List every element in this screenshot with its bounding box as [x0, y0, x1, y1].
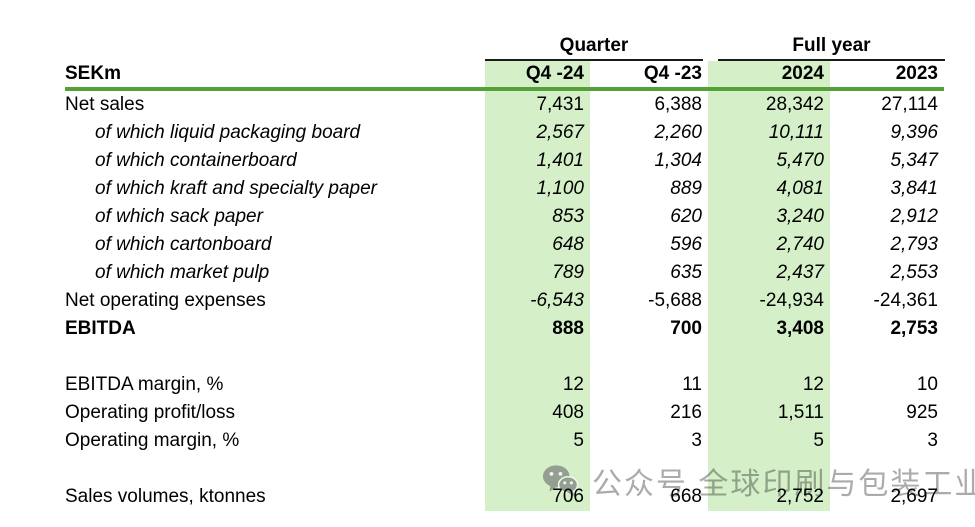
- cell-2024: 5: [813, 430, 824, 451]
- group-header-quarter: Quarter: [559, 35, 629, 56]
- cell-2023: 2,553: [890, 262, 938, 283]
- cell-q4-24: 789: [552, 262, 584, 283]
- cell-q4-23: 6,388: [654, 94, 702, 115]
- table-row-net-sales: Net sales 7,431 6,388 28,342 27,114: [65, 91, 944, 119]
- cell-q4-23: 668: [670, 486, 702, 507]
- wechat-icon: [542, 465, 579, 497]
- row-label: EBITDA margin, %: [65, 374, 224, 395]
- column-header-row: SEKm Q4 -24 Q4 -23 2024 2023: [65, 60, 944, 87]
- cell-q4-23: 2,260: [654, 122, 702, 143]
- cell-q4-24: 1,401: [536, 150, 584, 171]
- cell-2023: 2,697: [890, 486, 938, 507]
- cell-2024: 3,408: [776, 318, 824, 339]
- cell-q4-23: 700: [670, 318, 702, 339]
- row-label: Operating margin, %: [65, 430, 240, 451]
- cell-2023: 3: [927, 430, 938, 451]
- table-row-net-operating-expenses: Net operating expenses -6,543 -5,688 -24…: [65, 287, 944, 315]
- cell-2024: -24,934: [759, 290, 824, 311]
- row-label: Sales volumes, ktonnes: [65, 486, 266, 507]
- table-row-sales-volumes: Sales volumes, ktonnes 706 668 2,752 2,6…: [65, 483, 944, 511]
- row-label: of which sack paper: [95, 206, 263, 227]
- cell-2024: 2,740: [776, 234, 824, 255]
- table-row-ebitda-margin: EBITDA margin, % 12 11 12 10: [65, 371, 944, 399]
- column-header-q4-24: Q4 -24: [525, 63, 584, 84]
- row-label: of which market pulp: [95, 262, 270, 283]
- quarter-underline: [485, 59, 703, 61]
- table-row-operating-profit-loss: Operating profit/loss 408 216 1,511 925: [65, 399, 944, 427]
- cell-q4-23: 11: [682, 374, 702, 395]
- cell-2023: 2,793: [890, 234, 938, 255]
- header-rule: [65, 87, 944, 91]
- cell-q4-24: 853: [552, 206, 584, 227]
- cell-q4-23: 635: [670, 262, 702, 283]
- cell-2024: 3,240: [776, 206, 824, 227]
- cell-2024: 5,470: [776, 150, 824, 171]
- group-header-full-year: Full year: [792, 35, 871, 56]
- cell-q4-24: 5: [573, 430, 584, 451]
- cell-2023: 9,396: [890, 122, 938, 143]
- cell-q4-24: 648: [552, 234, 584, 255]
- row-label: of which containerboard: [95, 150, 297, 171]
- cell-2023: 925: [906, 402, 938, 423]
- cell-2024: 10,111: [768, 122, 824, 143]
- cell-2024: 2,437: [776, 262, 824, 283]
- row-label: EBITDA: [65, 318, 136, 339]
- cell-2023: 10: [916, 374, 938, 395]
- row-label: Operating profit/loss: [65, 402, 236, 423]
- column-header-2024: 2024: [781, 63, 824, 84]
- column-header-q4-23: Q4 -23: [643, 63, 702, 84]
- row-label: of which cartonboard: [95, 234, 272, 255]
- cell-q4-23: 620: [670, 206, 702, 227]
- unit-label: SEKm: [65, 63, 121, 84]
- cell-2023: -24,361: [873, 290, 938, 311]
- cell-2024: 2,752: [776, 486, 824, 507]
- highlight-column-q4-24: [485, 61, 590, 511]
- row-label: of which liquid packaging board: [95, 122, 361, 143]
- cell-q4-23: 596: [670, 234, 702, 255]
- highlight-column-2024: [708, 61, 830, 511]
- cell-q4-24: 888: [552, 318, 584, 339]
- cell-2023: 3,841: [890, 178, 938, 199]
- table-row-kraft-specialty-paper: of which kraft and specialty paper 1,100…: [65, 175, 944, 203]
- cell-q4-23: 216: [670, 402, 702, 423]
- row-label: Net operating expenses: [65, 290, 266, 311]
- cell-q4-24: 706: [552, 486, 584, 507]
- cell-2023: 27,114: [881, 94, 938, 115]
- cell-q4-24: 1,100: [536, 178, 584, 199]
- table-row-liquid-packaging-board: of which liquid packaging board 2,567 2,…: [65, 119, 944, 147]
- table-row-cartonboard: of which cartonboard 648 596 2,740 2,793: [65, 231, 944, 259]
- cell-2023: 5,347: [890, 150, 938, 171]
- cell-q4-23: -5,688: [648, 290, 702, 311]
- column-header-2023: 2023: [895, 63, 938, 84]
- cell-q4-24: 7,431: [536, 94, 584, 115]
- cell-q4-23: 3: [691, 430, 702, 451]
- row-label: of which kraft and specialty paper: [95, 178, 377, 199]
- cell-2024: 12: [802, 374, 824, 395]
- group-header-row: Quarter Full year: [65, 32, 944, 59]
- full-year-underline: [718, 59, 945, 61]
- cell-2023: 2,753: [890, 318, 938, 339]
- watermark: 公众号 全球印刷与包装工业: [541, 459, 975, 503]
- cell-q4-23: 889: [670, 178, 702, 199]
- table-row-operating-margin: Operating margin, % 5 3 5 3: [65, 427, 944, 455]
- cell-q4-24: 12: [562, 374, 584, 395]
- cell-q4-23: 1,304: [654, 150, 702, 171]
- cell-q4-24: -6,543: [530, 290, 584, 311]
- table-row-containerboard: of which containerboard 1,401 1,304 5,47…: [65, 147, 944, 175]
- cell-2024: 28,342: [765, 94, 824, 115]
- table-row-market-pulp: of which market pulp 789 635 2,437 2,553: [65, 259, 944, 287]
- cell-2023: 2,912: [890, 206, 938, 227]
- watermark-text: 公众号 全球印刷与包装工业: [592, 468, 975, 501]
- table-row-sack-paper: of which sack paper 853 620 3,240 2,912: [65, 203, 944, 231]
- cell-2024: 1,511: [777, 402, 824, 423]
- table-row-ebitda: EBITDA 888 700 3,408 2,753: [65, 315, 944, 343]
- cell-2024: 4,081: [776, 178, 824, 199]
- cell-q4-24: 2,567: [536, 122, 584, 143]
- cell-q4-24: 408: [552, 402, 584, 423]
- row-label: Net sales: [65, 94, 145, 115]
